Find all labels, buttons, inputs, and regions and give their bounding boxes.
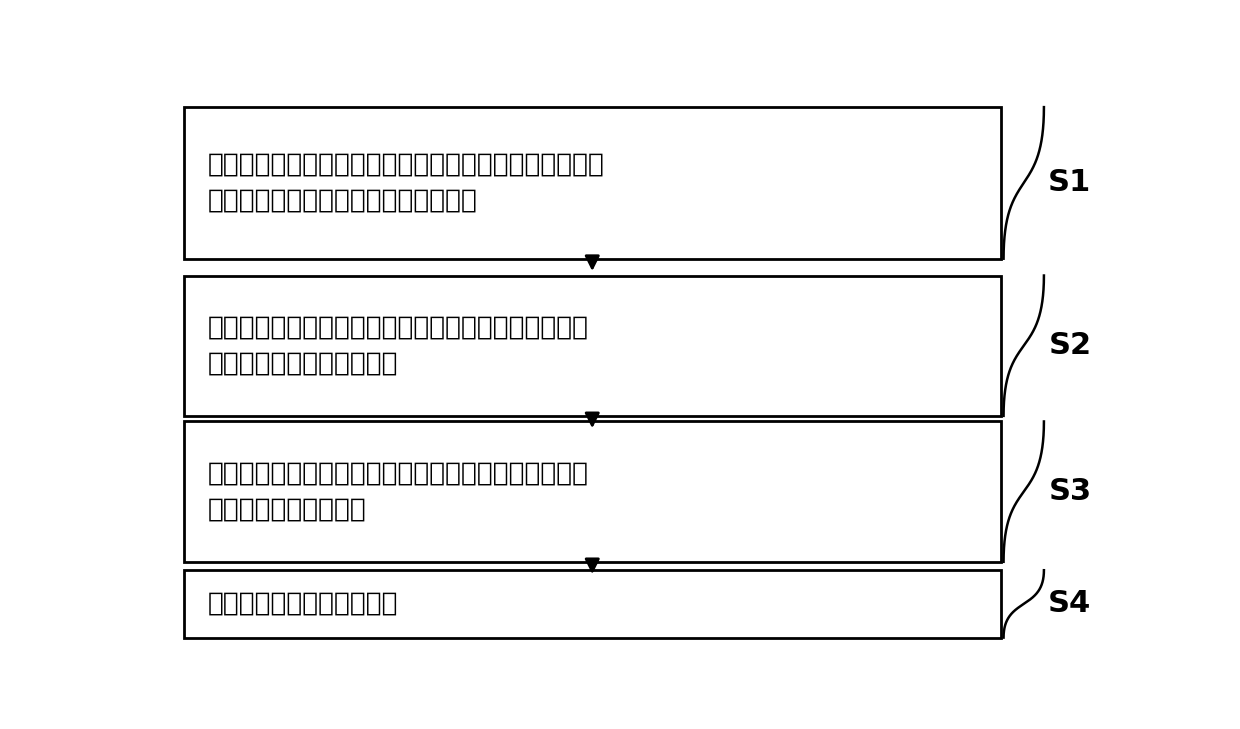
Bar bbox=[184, 421, 1001, 562]
Bar bbox=[184, 570, 1001, 638]
Text: S1: S1 bbox=[1048, 168, 1091, 198]
Text: S4: S4 bbox=[1048, 590, 1091, 618]
Text: S2: S2 bbox=[1048, 331, 1091, 360]
Text: 明确走滑断裂的纵向分层特征，厘定走滑断裂下伏直立走
滑分段与上覆雁列正断层的发育层位；: 明确走滑断裂的纵向分层特征，厘定走滑断裂下伏直立走 滑分段与上覆雁列正断层的发育… bbox=[208, 152, 605, 214]
Bar bbox=[184, 107, 1001, 259]
Text: 判断走滑断裂活动的期次。: 判断走滑断裂活动的期次。 bbox=[208, 591, 398, 617]
Text: S3: S3 bbox=[1048, 477, 1091, 506]
Text: 获取上覆雁列正断层的滑移方向以及上覆雁列正断层活
动对应的古应力环境；: 获取上覆雁列正断层的滑移方向以及上覆雁列正断层活 动对应的古应力环境； bbox=[208, 461, 589, 523]
Bar bbox=[184, 276, 1001, 416]
Text: 获取下伏直立走滑分段的滑移方向以及下伏直立走滑分
段活动对应的古应力环境；: 获取下伏直立走滑分段的滑移方向以及下伏直立走滑分 段活动对应的古应力环境； bbox=[208, 315, 589, 377]
